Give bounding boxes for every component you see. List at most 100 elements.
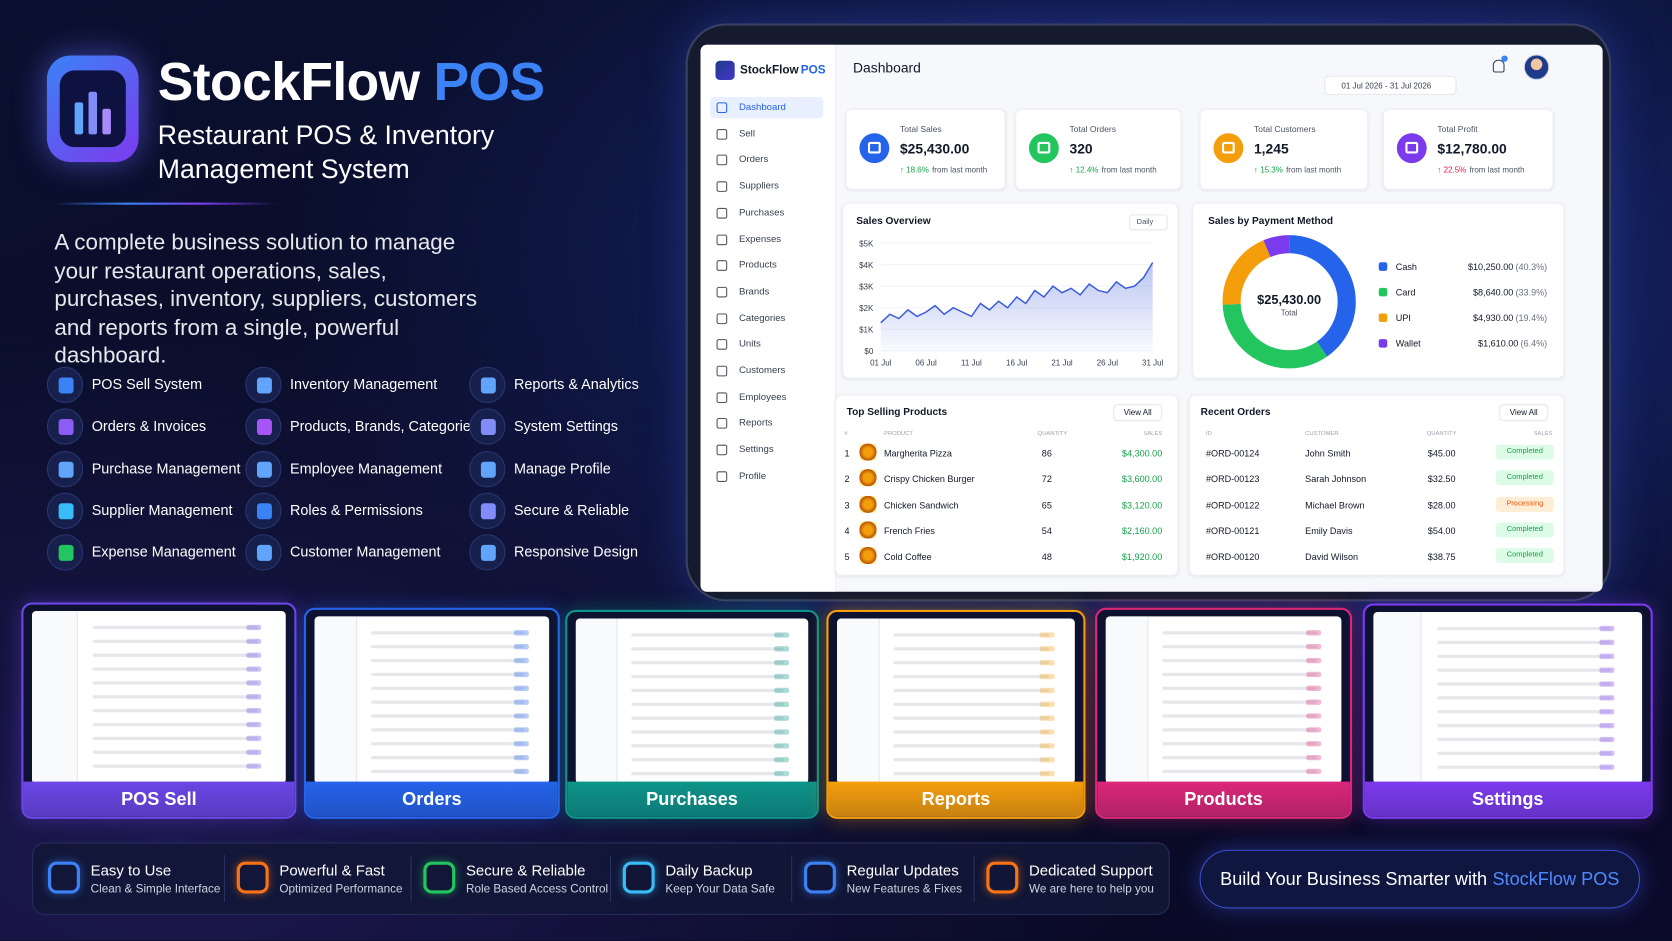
thumb-row	[92, 750, 258, 754]
thumb-row	[1162, 686, 1317, 690]
order-customer: Sarah Johnson	[1305, 473, 1367, 485]
legend-share: (19.4%)	[1515, 312, 1548, 324]
thumb-pill	[246, 708, 262, 714]
thumb-pill	[246, 680, 262, 686]
stat-label: Total Customers	[1253, 124, 1316, 135]
screen-card[interactable]: POS Sell	[21, 602, 297, 819]
nav-item[interactable]: Orders	[710, 150, 823, 171]
nav-item[interactable]: Categories	[710, 308, 823, 329]
thumb-row	[370, 645, 525, 649]
screen-thumbnail	[1105, 616, 1342, 784]
highlight-title: Secure & Reliable	[465, 861, 586, 879]
nav-label: Employees	[738, 390, 787, 402]
nav-label: Products	[738, 259, 777, 270]
thumb-pill	[1306, 741, 1322, 747]
thumb-pill	[1039, 757, 1055, 763]
thumb-pill	[514, 671, 530, 678]
nav-item[interactable]: Brands	[710, 281, 823, 302]
thumb-pill	[1306, 685, 1322, 691]
thumb-pill	[1039, 701, 1055, 707]
date-picker[interactable]: 01 Jul 2026 - 31 Jul 2026	[1324, 75, 1457, 95]
feature-label: Purchase Management	[91, 460, 241, 477]
nav-item[interactable]: Suppliers	[710, 176, 823, 197]
thumb-row	[92, 709, 258, 713]
stat-change-note: from last month	[1101, 165, 1157, 175]
nav-item[interactable]: Dashboard	[710, 97, 824, 119]
screen-card[interactable]: Orders	[303, 607, 560, 819]
screen-label: Purchases	[646, 789, 738, 810]
nav-item[interactable]: Settings	[710, 439, 823, 460]
sidebar-brand-accent: POS	[800, 63, 826, 77]
thumb-sidebar	[1105, 616, 1149, 784]
legend-name: Cash	[1395, 261, 1417, 272]
notification-bell[interactable]	[1492, 59, 1505, 73]
highlight-icon	[986, 861, 1019, 894]
description: A complete business solution to manage y…	[54, 230, 478, 368]
tagline: Restaurant POS & Inventory Management Sy…	[158, 118, 494, 186]
feature-label: Employee Management	[290, 460, 443, 477]
y-tick-label: $2K	[859, 304, 874, 313]
highlight-title: Regular Updates	[846, 861, 959, 879]
nav-item[interactable]: Purchases	[710, 202, 823, 223]
period-filter[interactable]: Daily	[1129, 214, 1168, 231]
highlight-subtitle: New Features & Fixes	[846, 882, 963, 896]
card-title: Sales by Payment Method	[1208, 215, 1334, 228]
thumb-row	[370, 631, 525, 635]
stat-icon	[1213, 133, 1244, 164]
screen-card[interactable]: Products	[1095, 607, 1353, 819]
thumb-row	[370, 728, 525, 732]
nav-icon	[716, 471, 728, 482]
thumb-row	[1162, 645, 1317, 649]
nav-item[interactable]: Customers	[710, 360, 823, 381]
product-sales: $2,160.00	[1121, 525, 1163, 537]
nav-item[interactable]: Units	[710, 334, 823, 355]
order-id: #ORD-00120	[1205, 551, 1260, 563]
thumb-row	[631, 702, 784, 706]
card-title: Recent Orders	[1200, 406, 1271, 418]
screen-label-bar: POS Sell	[23, 781, 295, 817]
stat-value: 1,245	[1253, 140, 1289, 157]
thumb-row	[894, 758, 1050, 762]
thumb-pill	[773, 715, 789, 721]
divider	[53, 202, 278, 205]
nav-item[interactable]: Reports	[710, 413, 823, 434]
donut-segment	[1222, 235, 1356, 369]
feature-icon	[469, 408, 506, 445]
thumb-pill	[1306, 713, 1322, 719]
stat-icon	[1028, 133, 1059, 164]
thumb-row	[631, 730, 784, 734]
thumb-row	[1162, 658, 1317, 663]
avatar[interactable]	[1523, 54, 1550, 80]
screen-label: Reports	[921, 789, 991, 810]
thumb-pill	[514, 741, 530, 747]
nav-item[interactable]: Sell	[710, 123, 823, 144]
screen-card[interactable]: Purchases	[565, 609, 819, 819]
feature-glyph	[58, 377, 74, 394]
thumb-pill	[246, 694, 262, 700]
thumb-pill	[773, 701, 789, 707]
feature-label: Products, Brands, Categories	[290, 417, 479, 434]
stat-change-note: from last month	[932, 165, 988, 175]
screen-thumbnail	[314, 616, 550, 784]
stat-glyph	[1221, 141, 1235, 154]
product-name: Chicken Sandwich	[883, 499, 959, 511]
view-all-label: View All	[1509, 407, 1538, 417]
order-amount: $38.75	[1427, 551, 1456, 563]
view-all-button[interactable]: View All	[1113, 404, 1163, 422]
screen-card[interactable]: Settings	[1362, 603, 1653, 819]
feature-glyph	[480, 503, 496, 520]
view-all-button[interactable]: View All	[1499, 404, 1549, 422]
product-name: French Fries	[883, 525, 935, 537]
nav-item[interactable]: Employees	[710, 387, 823, 408]
nav-item[interactable]: Profile	[710, 466, 823, 487]
sidebar-brand-name: StockFlow	[740, 63, 799, 77]
thumb-row	[92, 667, 258, 671]
stat-change-note: from last month	[1286, 165, 1342, 175]
thumb-row	[370, 686, 525, 690]
screen-card[interactable]: Reports	[826, 609, 1086, 819]
nav-label: Reports	[738, 417, 773, 429]
cta-pill[interactable]: Build Your Business Smarter with StockFlo…	[1199, 849, 1640, 909]
nav-item[interactable]: Products	[710, 255, 823, 276]
thumb-pill	[246, 666, 262, 672]
nav-item[interactable]: Expenses	[710, 229, 823, 250]
